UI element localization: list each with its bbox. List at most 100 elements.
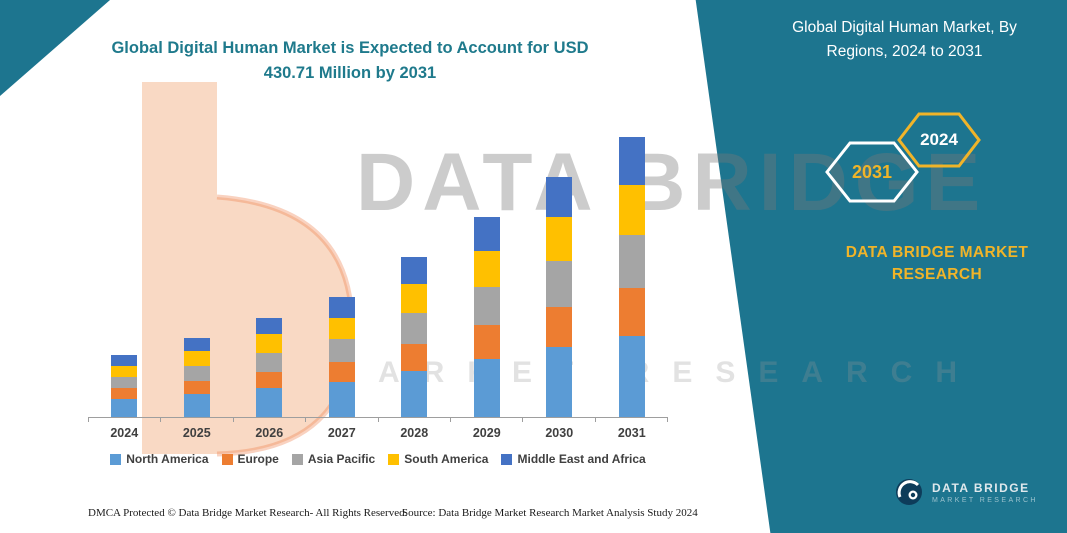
panel-title: Global Digital Human Market, By Regions,… xyxy=(792,19,1017,61)
legend-swatch xyxy=(221,453,233,465)
bar-segment xyxy=(256,371,283,389)
axis-tick xyxy=(522,418,524,422)
stacked-bar-2026 xyxy=(256,317,283,417)
bar-segment xyxy=(401,370,428,417)
axis-tick xyxy=(377,418,379,422)
legend-label: North America xyxy=(126,452,209,466)
stacked-bar-2031 xyxy=(618,137,645,417)
legend-item: Europe xyxy=(221,452,279,466)
stacked-bar-2024 xyxy=(111,354,138,417)
bar-segment xyxy=(183,365,210,381)
x-axis-line xyxy=(88,417,668,422)
hexagon-badge-2024: 2024 xyxy=(896,110,982,170)
axis-tick xyxy=(305,418,307,422)
brand-name-text: DATA BRIDGE MARKET RESEARCH xyxy=(845,244,1029,284)
bar-segment xyxy=(618,184,645,235)
bar-segment xyxy=(328,361,355,382)
bar-segment xyxy=(546,261,573,307)
stacked-bar-2029 xyxy=(473,216,500,417)
bar-segment xyxy=(473,325,500,360)
stacked-bar-chart: 2024 2025 2026 2027 2028 2029 2030 2031 xyxy=(88,132,668,440)
bar-segment xyxy=(401,284,428,313)
legend-label: Asia Pacific xyxy=(307,452,376,466)
chart-legend: North America Europe Asia Pacific South Ame… xyxy=(88,452,668,466)
teal-corner-triangle xyxy=(0,0,110,96)
bar-segment xyxy=(618,137,645,185)
axis-tick xyxy=(88,418,89,422)
bar-segment xyxy=(473,287,500,326)
bar-segment xyxy=(473,359,500,417)
axis-tick xyxy=(232,418,234,422)
legend-swatch xyxy=(110,453,122,465)
bar-segment xyxy=(473,216,500,252)
bar-segment xyxy=(546,347,573,417)
bar-segment xyxy=(546,306,573,348)
stacked-bar-2027 xyxy=(328,296,355,417)
legend-label: Middle East and Africa xyxy=(517,452,646,466)
x-axis-label: 2027 xyxy=(327,426,356,440)
bar-segment xyxy=(328,296,355,318)
axis-ticks xyxy=(88,418,668,422)
bar-segment xyxy=(546,217,573,261)
bottom-brand-name: DATA BRIDGE xyxy=(932,480,1030,495)
x-axis-label: 2030 xyxy=(545,426,574,440)
stacked-bar-2028 xyxy=(401,257,428,417)
bar-segment xyxy=(401,257,428,285)
bar-segment xyxy=(328,339,355,362)
bar-segment xyxy=(618,235,645,289)
bar-column-2029 xyxy=(451,132,524,417)
bar-segment xyxy=(111,354,138,366)
stacked-bar-2025 xyxy=(183,337,210,417)
chart-title: Global Digital Human Market is Expected … xyxy=(111,39,589,82)
bottom-brand-subtitle: MARKET RESEARCH xyxy=(932,496,1038,504)
hexagon-outline-icon xyxy=(897,112,981,168)
bottom-brand-text: DATA BRIDGE MARKET RESEARCH xyxy=(932,481,1038,504)
hexagon-outline-icon xyxy=(825,141,919,203)
axis-tick xyxy=(594,418,596,422)
legend-swatch xyxy=(388,453,400,465)
bar-segment xyxy=(183,380,210,395)
source-notice: Source: Data Bridge Market Research Mark… xyxy=(402,507,698,519)
bar-segment xyxy=(256,388,283,417)
legend-label: Europe xyxy=(237,452,279,466)
bar-column-2030 xyxy=(523,132,596,417)
bar-segment xyxy=(256,317,283,335)
hexagon-year-label: 2024 xyxy=(920,130,958,149)
bar-segment xyxy=(328,381,355,417)
x-axis-label: 2029 xyxy=(472,426,501,440)
x-axis-label: 2031 xyxy=(617,426,646,440)
bar-column-2024 xyxy=(88,132,161,417)
x-axis-label: 2026 xyxy=(255,426,284,440)
bar-column-2025 xyxy=(161,132,234,417)
bar-segment xyxy=(618,288,645,336)
bar-segment xyxy=(401,313,428,344)
bar-column-2027 xyxy=(306,132,379,417)
legend-item: Asia Pacific xyxy=(291,452,376,466)
hexagon-badge-2031: 2031 xyxy=(824,139,920,205)
bar-segment xyxy=(183,351,210,366)
legend-label: South America xyxy=(404,452,489,466)
bar-segment xyxy=(546,176,573,218)
hexagon-year-label: 2031 xyxy=(851,161,893,182)
bar-segment xyxy=(183,394,210,417)
x-axis-label: 2024 xyxy=(110,426,139,440)
bar-segment xyxy=(328,317,355,340)
legend-item: Middle East and Africa xyxy=(501,452,646,466)
legend-item: North America xyxy=(110,452,209,466)
axis-tick xyxy=(667,418,668,422)
bar-column-2028 xyxy=(378,132,451,417)
x-axis-label: 2025 xyxy=(182,426,211,440)
data-bridge-mark-icon xyxy=(896,479,922,505)
dmca-notice: DMCA Protected © Data Bridge Market Rese… xyxy=(88,507,408,519)
axis-tick xyxy=(449,418,451,422)
bar-segment xyxy=(256,334,283,353)
bar-column-2026 xyxy=(233,132,306,417)
bar-segment xyxy=(183,337,210,352)
axis-tick xyxy=(160,418,162,422)
stacked-bar-2030 xyxy=(546,176,573,417)
bar-segment xyxy=(473,251,500,288)
bars-area xyxy=(88,132,668,417)
bar-segment xyxy=(111,376,138,389)
bar-segment xyxy=(401,343,428,371)
